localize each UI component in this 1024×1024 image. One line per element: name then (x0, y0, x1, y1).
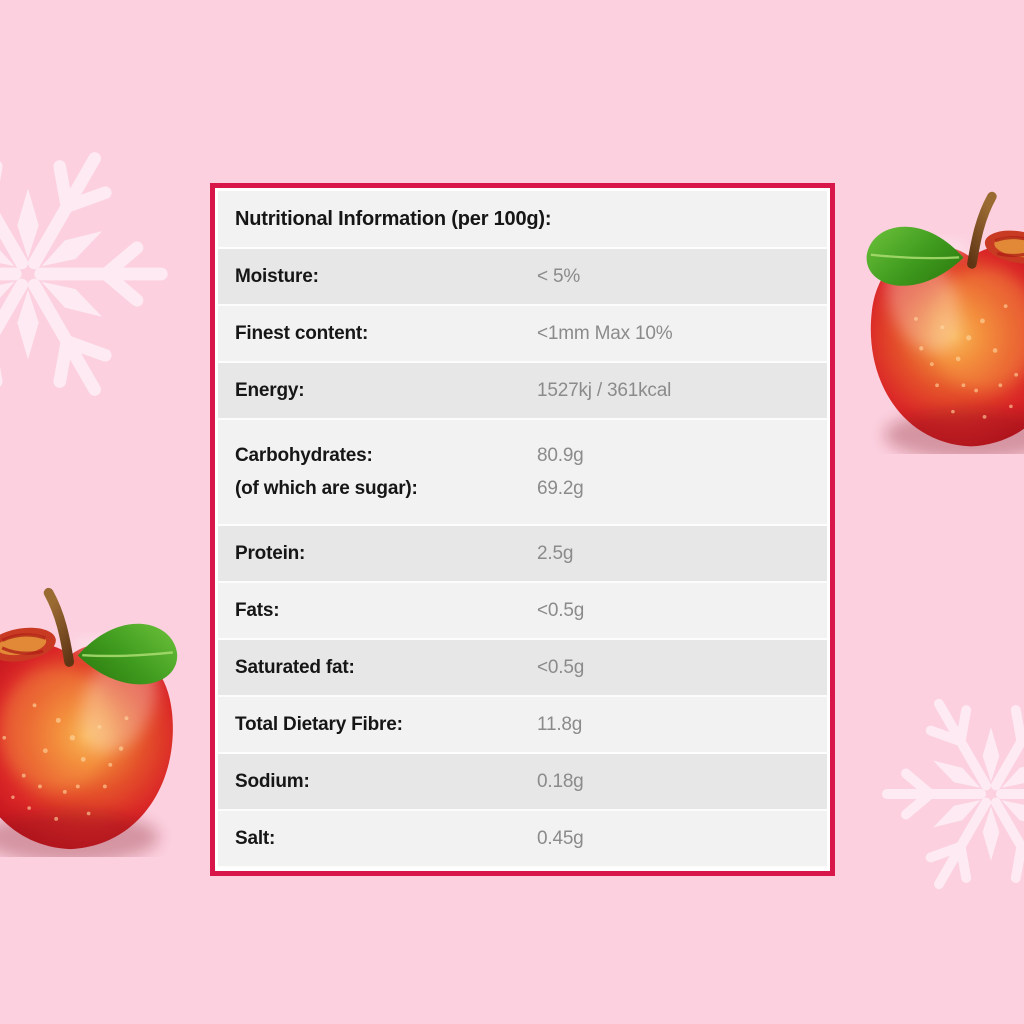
row-value: 69.2g (537, 477, 584, 499)
table-row: Saturated fat: <0.5g (218, 640, 827, 697)
table-row: Finest content: <1mm Max 10% (218, 306, 827, 363)
table-row: Carbohydrates: 80.9g (218, 445, 827, 467)
table-row: Energy: 1527kj / 361kcal (218, 363, 827, 420)
table-row: Salt: 0.45g (218, 811, 827, 868)
row-value: 0.18g (537, 770, 584, 792)
row-value: <0.5g (537, 599, 585, 621)
row-label: Total Dietary Fibre: (235, 713, 403, 735)
row-label: Protein: (235, 542, 306, 564)
apple-image (0, 586, 186, 857)
row-label: Saturated fat: (235, 656, 355, 678)
row-label: Sodium: (235, 770, 310, 792)
apple-image (858, 190, 1024, 454)
row-label: (of which are sugar): (235, 477, 418, 499)
snowflake-icon (877, 680, 1024, 908)
row-label: Carbohydrates: (235, 444, 373, 466)
table-row: Fats: <0.5g (218, 583, 827, 640)
row-value: < 5% (537, 265, 581, 287)
row-value: 11.8g (537, 713, 583, 735)
row-label: Finest content: (235, 322, 369, 344)
row-value: <1mm Max 10% (537, 322, 673, 344)
table-title: Nutritional Information (per 100g): (235, 207, 552, 230)
row-value: <0.5g (537, 656, 585, 678)
nutrition-card: Nutritional Information (per 100g): Mois… (210, 183, 835, 876)
row-value: 2.5g (537, 542, 574, 564)
table-row: Protein: 2.5g (218, 526, 827, 583)
table-row: (of which are sugar): 69.2g (218, 478, 827, 500)
row-label: Moisture: (235, 265, 319, 287)
row-value: 1527kj / 361kcal (537, 379, 672, 401)
row-value: 0.45g (537, 827, 584, 849)
table-row: Total Dietary Fibre: 11.8g (218, 697, 827, 754)
row-label: Fats: (235, 599, 280, 621)
snowflake-icon (0, 128, 174, 420)
row-value: 80.9g (537, 444, 584, 466)
table-row: Sodium: 0.18g (218, 754, 827, 811)
table-row-carbohydrates: Carbohydrates: 80.9g (of which are sugar… (218, 420, 827, 526)
row-label: Salt: (235, 827, 276, 849)
row-label: Energy: (235, 379, 305, 401)
table-row: Moisture: < 5% (218, 249, 827, 306)
table-header-row: Nutritional Information (per 100g): (218, 191, 827, 249)
